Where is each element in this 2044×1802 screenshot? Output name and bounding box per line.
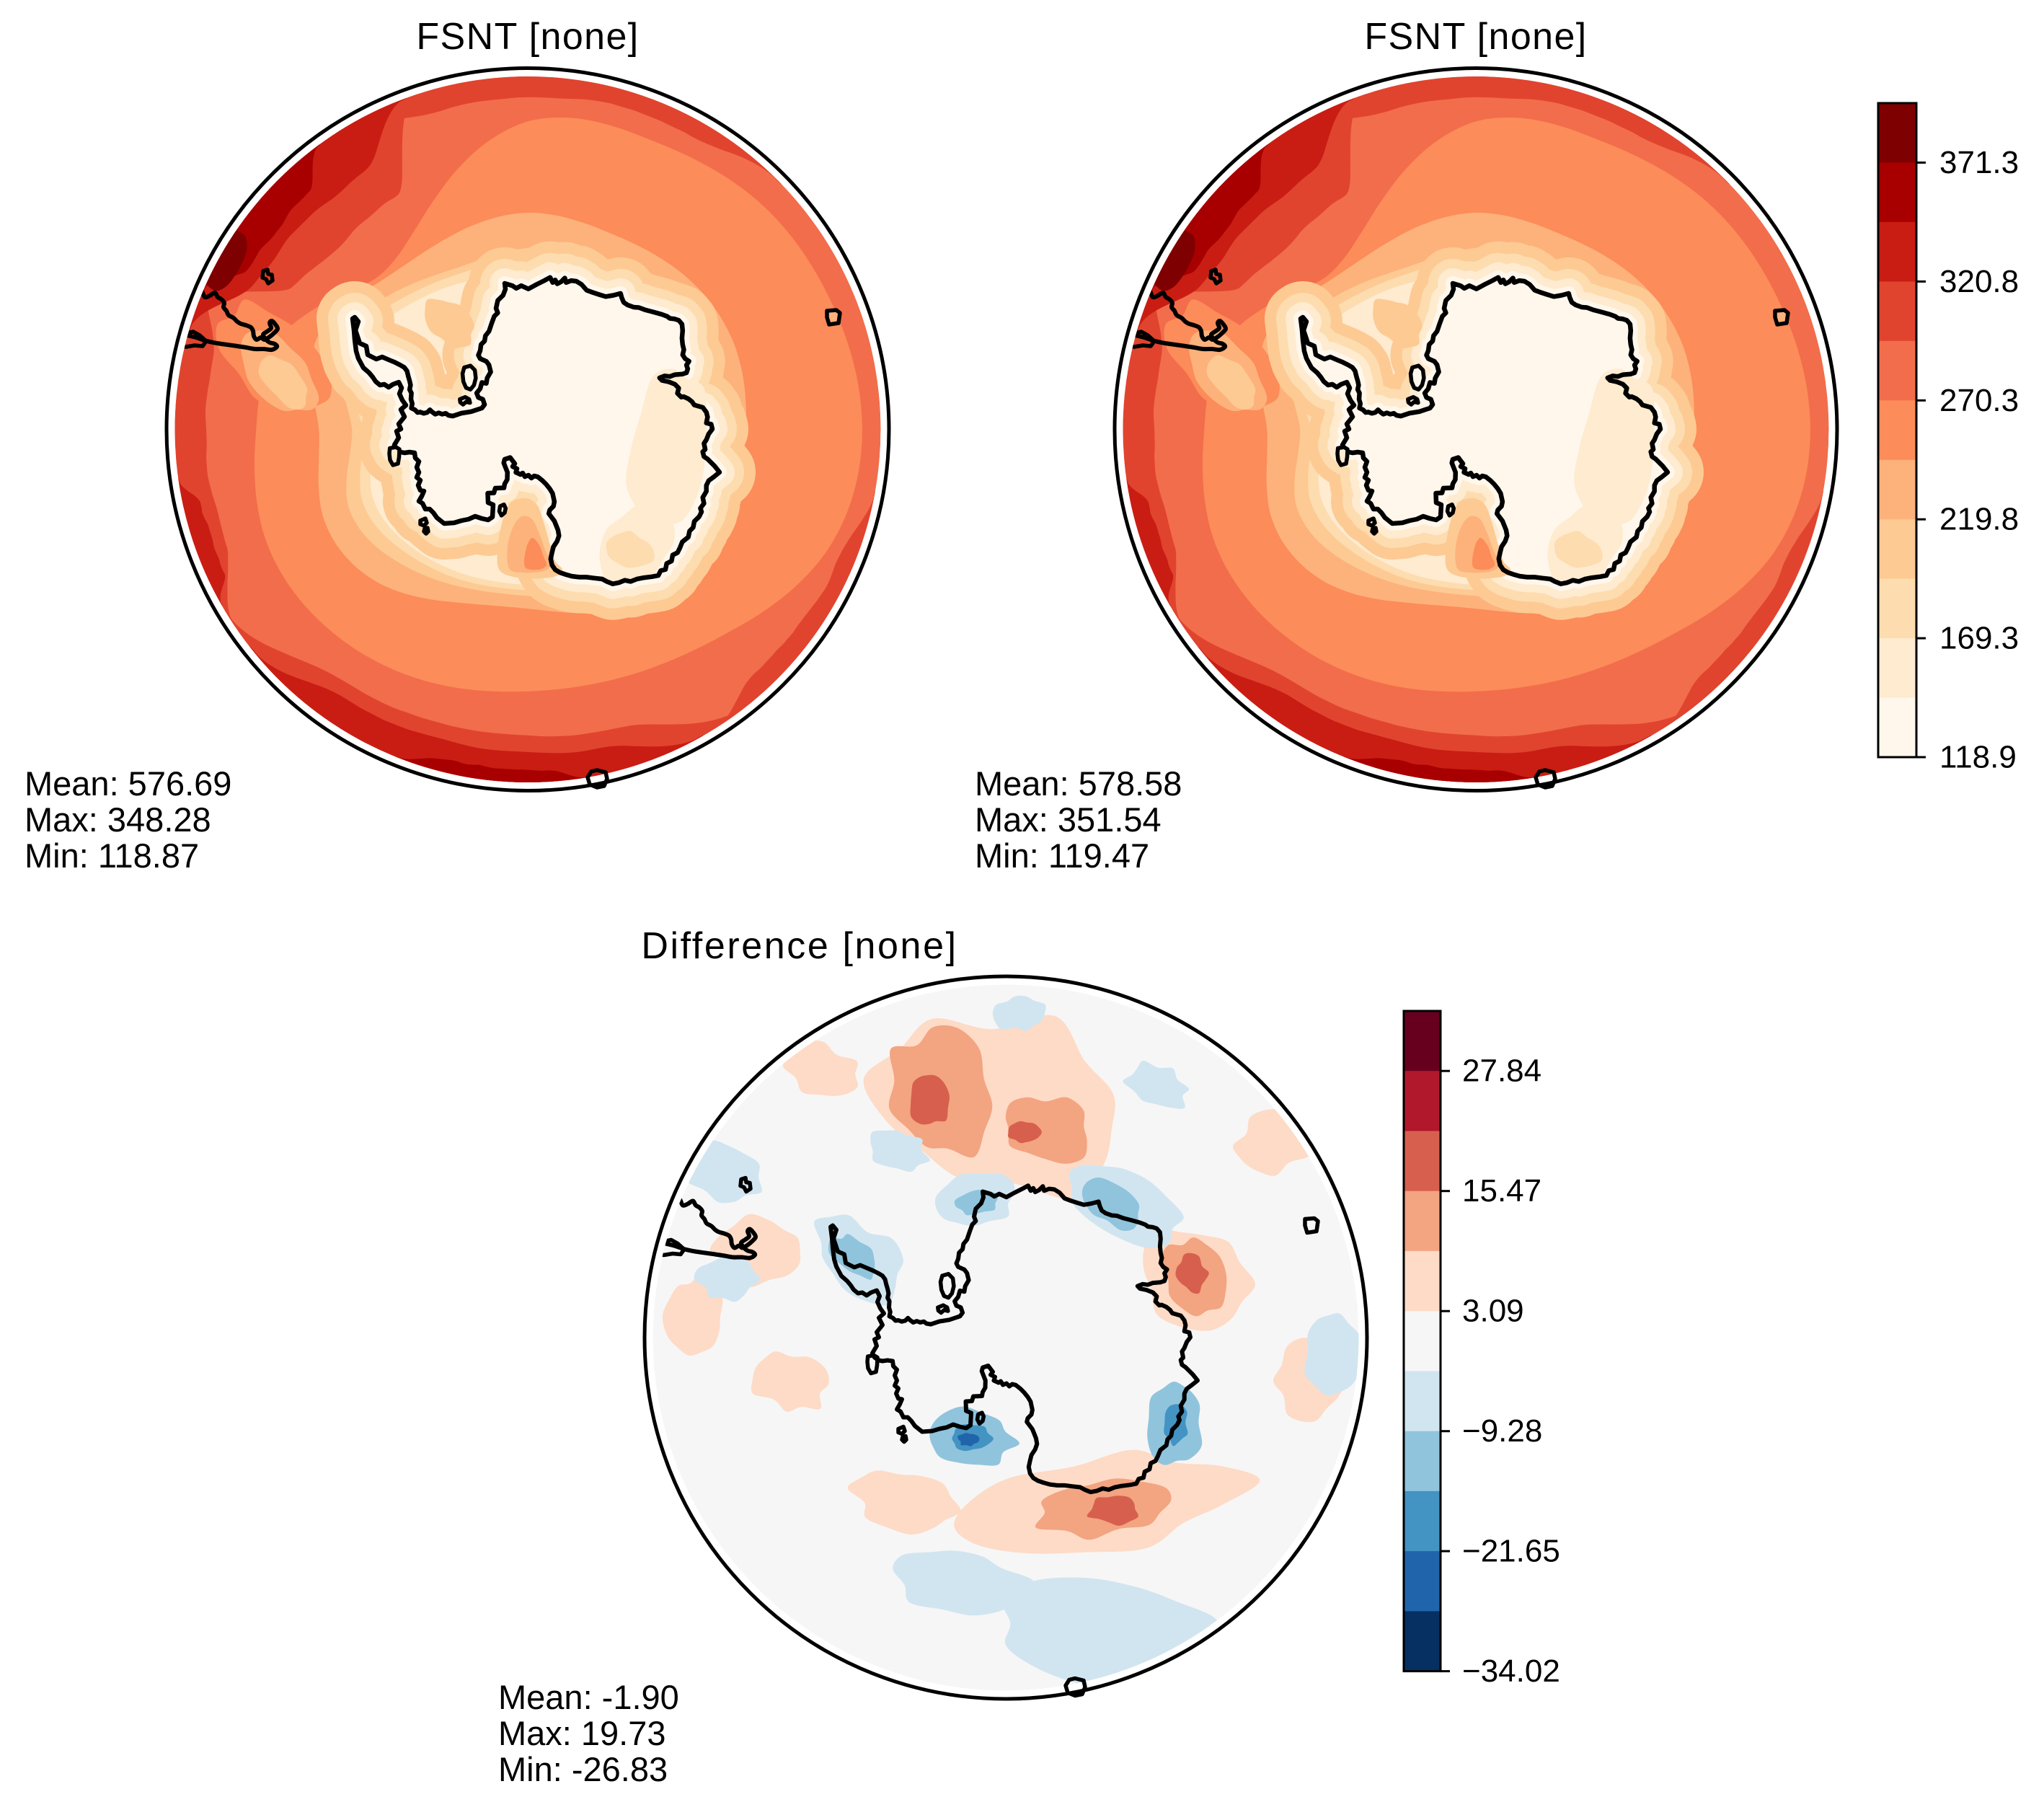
svg-text:Mean: -1.90: Mean: -1.90 — [498, 1678, 679, 1716]
svg-text:Difference [none]: Difference [none] — [641, 925, 957, 967]
svg-text:Mean: 576.69: Mean: 576.69 — [25, 764, 231, 803]
svg-text:Min: -26.83: Min: -26.83 — [498, 1750, 668, 1788]
svg-text:219.8: 219.8 — [1939, 502, 2019, 537]
svg-text:FSNT [none]: FSNT [none] — [1364, 16, 1587, 58]
svg-text:Max: 19.73: Max: 19.73 — [498, 1714, 666, 1752]
svg-text:Max: 348.28: Max: 348.28 — [25, 800, 211, 839]
svg-text:118.9: 118.9 — [1939, 740, 2017, 775]
svg-text:270.3: 270.3 — [1939, 383, 2019, 418]
svg-text:−34.02: −34.02 — [1462, 1653, 1560, 1689]
svg-text:FSNT [none]: FSNT [none] — [416, 16, 639, 58]
svg-text:169.3: 169.3 — [1939, 621, 2019, 656]
svg-text:Max: 351.54: Max: 351.54 — [975, 800, 1162, 839]
svg-text:27.84: 27.84 — [1462, 1054, 1541, 1089]
svg-text:Min: 119.47: Min: 119.47 — [975, 836, 1149, 875]
svg-text:320.8: 320.8 — [1939, 264, 2019, 299]
svg-text:Mean: 578.58: Mean: 578.58 — [975, 764, 1182, 803]
svg-text:−9.28: −9.28 — [1462, 1413, 1542, 1449]
svg-text:−21.65: −21.65 — [1462, 1534, 1560, 1569]
svg-text:Min: 118.87: Min: 118.87 — [25, 836, 199, 875]
svg-text:371.3: 371.3 — [1939, 145, 2019, 180]
svg-text:15.47: 15.47 — [1462, 1173, 1541, 1209]
svg-text:3.09: 3.09 — [1462, 1294, 1524, 1329]
